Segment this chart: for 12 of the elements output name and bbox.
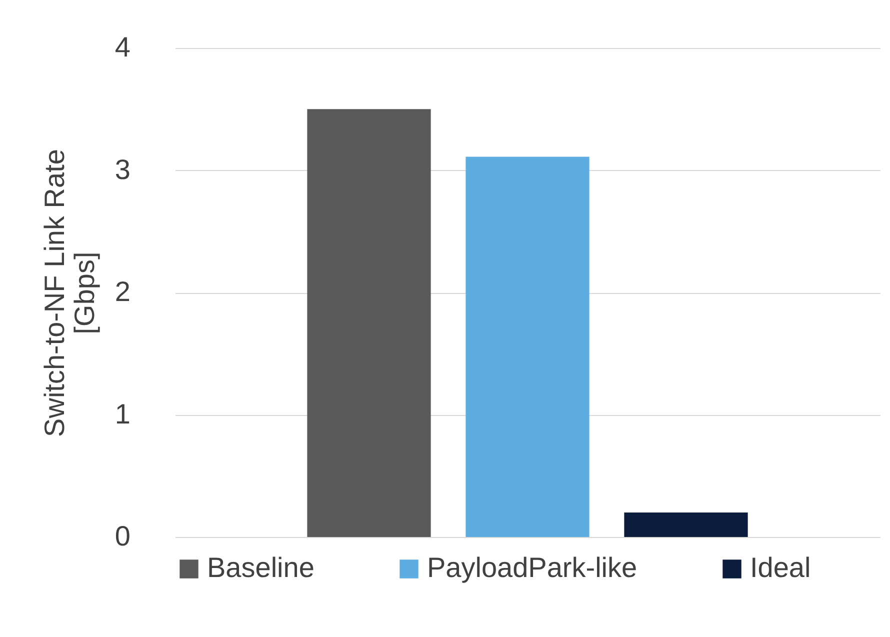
legend-label: Ideal xyxy=(750,552,811,583)
y-axis-title: Switch-to-NF Link Rate [Gbps] xyxy=(38,149,100,437)
legend-label: PayloadPark-like xyxy=(427,552,638,583)
y-tick-label: 4 xyxy=(114,32,130,62)
y-tick-label: 1 xyxy=(114,398,130,430)
y-tick-label: 3 xyxy=(114,154,130,185)
bar xyxy=(307,109,431,537)
y-tick-label: 0 xyxy=(114,520,130,552)
legend-label: Baseline xyxy=(207,552,314,583)
bar xyxy=(466,156,590,537)
y-tick-label: 2 xyxy=(114,276,130,307)
bar xyxy=(624,512,748,537)
